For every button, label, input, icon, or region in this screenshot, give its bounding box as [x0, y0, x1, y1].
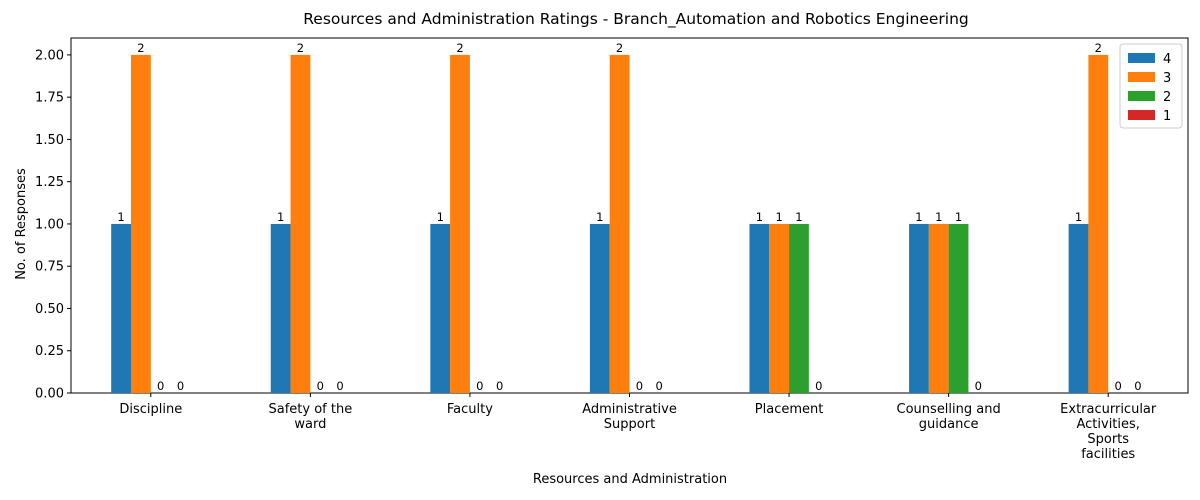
chart-title: Resources and Administration Ratings - B… [303, 10, 969, 29]
x-tick-label: Activities, [1076, 417, 1139, 432]
y-tick-label: 0.75 [35, 260, 64, 275]
bar [769, 223, 790, 393]
data-label: 1 [596, 210, 603, 224]
data-label: 1 [915, 210, 922, 224]
data-label: 0 [815, 379, 822, 393]
data-label: 2 [297, 41, 304, 55]
bar [928, 223, 949, 393]
x-tick-label: Safety of the [268, 402, 352, 417]
data-label: 0 [177, 379, 184, 393]
y-tick-label: 1.00 [35, 217, 64, 232]
bar [111, 223, 131, 393]
y-tick-label: 2.00 [35, 48, 64, 63]
bar [270, 223, 291, 393]
data-label: 1 [955, 210, 962, 224]
data-label: 0 [1114, 379, 1121, 393]
x-axis-label: Resources and Administration [533, 472, 727, 487]
data-label: 2 [456, 41, 463, 55]
x-tick-label: Discipline [119, 402, 182, 417]
bar [589, 223, 610, 393]
legend-box [1119, 43, 1183, 129]
data-label: 1 [756, 210, 763, 224]
x-tick-label: Support [604, 417, 655, 432]
legend-swatch [1128, 53, 1155, 63]
y-tick-label: 1.75 [35, 91, 64, 106]
data-label: 0 [317, 379, 324, 393]
bar [1088, 54, 1109, 394]
x-tick-label: Faculty [447, 402, 493, 417]
data-label: 0 [656, 379, 663, 393]
x-tick-label: Extracurricular [1060, 402, 1157, 417]
data-label: 1 [776, 210, 783, 224]
data-label: 1 [795, 210, 802, 224]
y-tick-label: 0.25 [35, 344, 64, 359]
data-label: 0 [476, 379, 483, 393]
x-tick-label: guidance [919, 417, 979, 432]
bar [1068, 223, 1089, 393]
data-label: 1 [935, 210, 942, 224]
legend-label: 4 [1163, 52, 1171, 67]
data-label: 1 [437, 210, 444, 224]
x-tick-label: Sports [1087, 432, 1129, 447]
data-label: 0 [1134, 379, 1141, 393]
legend: 4 3 2 1 [1119, 43, 1183, 129]
y-tick-label: 0.00 [35, 387, 64, 402]
data-label: 0 [496, 379, 503, 393]
bar [749, 223, 770, 393]
data-label: 2 [616, 41, 623, 55]
legend-label: 2 [1163, 90, 1171, 105]
y-tick-label: 0.50 [35, 302, 64, 317]
legend-label: 1 [1163, 109, 1171, 124]
data-label: 0 [336, 379, 343, 393]
data-label: 2 [1095, 41, 1102, 55]
x-tick-label: Placement [755, 402, 824, 417]
data-label: 2 [137, 41, 144, 55]
data-label: 1 [1075, 210, 1082, 224]
bar [789, 223, 809, 393]
data-label: 0 [975, 379, 982, 393]
x-tick-label: ward [294, 417, 326, 432]
legend-swatch [1128, 91, 1155, 101]
x-tick-label: facilities [1081, 447, 1135, 462]
bar [290, 54, 311, 394]
bar [948, 223, 969, 393]
bar [430, 223, 451, 393]
legend-swatch [1128, 110, 1155, 120]
bar [609, 54, 630, 394]
y-tick-label: 1.50 [35, 133, 64, 148]
legend-swatch [1128, 72, 1155, 82]
data-label: 0 [636, 379, 643, 393]
data-label: 1 [117, 210, 124, 224]
legend-label: 3 [1163, 71, 1171, 86]
x-tick-label: Counselling and [897, 402, 1001, 417]
bar [450, 54, 470, 394]
bar [130, 54, 151, 394]
data-label: 1 [277, 210, 284, 224]
y-axis-label: No. of Responses [14, 168, 29, 280]
data-label: 0 [157, 379, 164, 393]
bar [909, 223, 929, 393]
x-tick-label: Administrative [582, 402, 677, 417]
y-tick-label: 1.25 [35, 175, 64, 190]
